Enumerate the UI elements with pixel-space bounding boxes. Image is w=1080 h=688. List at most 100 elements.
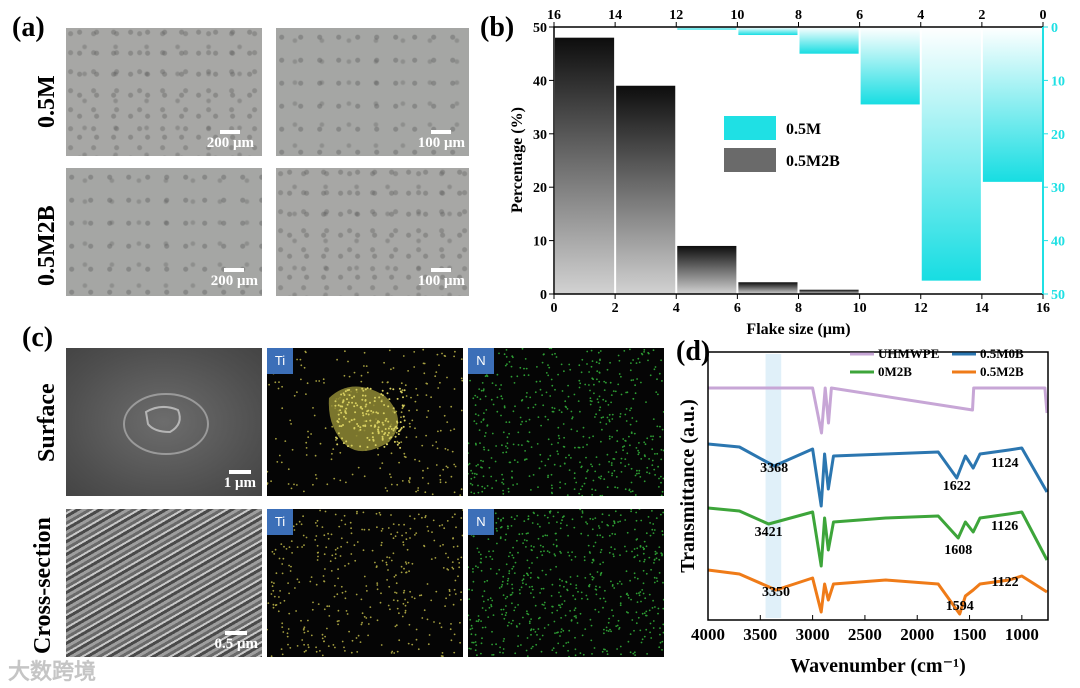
- sem-surface: 1 μm: [66, 348, 262, 496]
- bar-05m2b: [738, 282, 798, 294]
- legend-label-05m2b: 0.5M2B: [786, 153, 840, 170]
- top-tick-label: 12: [669, 8, 683, 23]
- x-tick-label: 1000: [1005, 625, 1039, 644]
- spectrum-uhmwpe: [708, 386, 1049, 435]
- bar-05m2b: [616, 85, 676, 295]
- panel-d-label: (d): [676, 336, 711, 367]
- scale-label: 0.5 μm: [214, 636, 259, 652]
- y-tick-label: 10: [533, 235, 547, 250]
- plot-frame: [707, 351, 1049, 621]
- legend-swatch-05m: [724, 116, 776, 140]
- micrograph-05m-100um: 100 μm: [276, 28, 469, 156]
- x-tick-label: 10: [853, 301, 867, 316]
- peak-label: 3421: [755, 525, 783, 540]
- bar-05m: [982, 27, 1042, 182]
- right-tick-label: 10: [1051, 74, 1065, 89]
- x-tick-label: 1500: [953, 625, 987, 644]
- peak-label: 1124: [991, 456, 1018, 471]
- eds-map-n-cross-section: N: [468, 509, 664, 657]
- x-tick-label: 4000: [691, 625, 725, 644]
- legend-label-05m: 0.5M: [786, 121, 821, 138]
- spectrum-0.5m0b: [707, 442, 1049, 508]
- legend-label: UHMWPE: [878, 346, 939, 361]
- row-label-cross-section: Cross-section: [30, 517, 56, 654]
- x-tick-label: 4: [673, 301, 680, 316]
- x-tick-label: 16: [1036, 301, 1050, 316]
- legend-swatch-05m2b: [724, 148, 776, 172]
- eds-map-ti-surface: Ti: [267, 348, 463, 496]
- x-tick-label: 6: [734, 301, 741, 316]
- ftir-spectra-chart: 3368 1622 1124 3421 1608 1126 3350 1594 1122 4000…: [677, 346, 1049, 677]
- top-tick-label: 10: [730, 8, 744, 23]
- bar-05m: [860, 27, 920, 105]
- legend-label: 0M2B: [878, 364, 912, 379]
- ti-particle-region: [328, 386, 399, 452]
- y-axis-title: Transmittance (a.u.): [677, 399, 699, 573]
- peak-label: 3368: [760, 461, 788, 476]
- x-tick-label: 0: [551, 301, 558, 316]
- peak-label: 1594: [946, 599, 974, 614]
- sem-cross-section: 0.5 μm: [66, 509, 262, 657]
- x-tick-label: 8: [795, 301, 802, 316]
- bar-05m: [799, 27, 859, 54]
- peak-label: 1622: [943, 479, 971, 494]
- eds-tag-n: N: [468, 348, 494, 374]
- y-tick-label: 0: [540, 288, 547, 303]
- legend-label: 0.5M0B: [980, 346, 1024, 361]
- scale-label: 200 μm: [210, 273, 258, 289]
- bar-05m2b: [677, 245, 737, 294]
- panel-b-label: (b): [480, 12, 515, 43]
- top-tick-label: 6: [856, 8, 863, 23]
- right-tick-label: 40: [1051, 235, 1065, 250]
- eds-map-ti-cross-section: Ti: [267, 509, 463, 657]
- highlight-band: [765, 354, 782, 618]
- scale-label: 1 μm: [223, 475, 256, 491]
- top-tick-label: 2: [978, 8, 985, 23]
- x-tick-label: 3000: [796, 625, 830, 644]
- bar-05m: [677, 27, 737, 30]
- bar-05m: [921, 27, 981, 281]
- peak-label: 3350: [762, 585, 790, 600]
- y-axis-title: Percentage (%): [509, 107, 526, 213]
- y-tick-label: 30: [533, 128, 547, 143]
- x-axis-title: Wavenumber (cm⁻¹): [790, 655, 966, 677]
- scale-label: 200 μm: [206, 135, 254, 151]
- peak-label: 1608: [944, 543, 972, 558]
- scale-label: 100 μm: [417, 135, 465, 151]
- x-tick-label: 2: [612, 301, 619, 316]
- micrograph-05m2b-100um: 100 μm: [276, 168, 469, 296]
- top-tick-label: 0: [1040, 8, 1047, 23]
- top-tick-label: 16: [547, 8, 561, 23]
- scale-label: 100 μm: [417, 273, 465, 289]
- bar-05m2b: [799, 289, 859, 294]
- eds-map-n-surface: N: [468, 348, 664, 496]
- watermark-text: 大数跨境: [8, 659, 97, 684]
- bar-05m: [738, 27, 798, 36]
- x-tick-label: 12: [914, 301, 928, 316]
- micrograph-05m-200um: 200 μm: [66, 28, 262, 156]
- eds-tag-n: N: [468, 509, 494, 535]
- micrograph-05m2b-200um: 200 μm: [66, 168, 262, 296]
- panel-c-label: (c): [22, 322, 54, 353]
- eds-tag-ti: Ti: [267, 348, 293, 374]
- x-tick-label: 2500: [848, 625, 882, 644]
- x-tick-label: 3500: [743, 625, 777, 644]
- y-tick-label: 40: [533, 74, 547, 89]
- row-label-surface: Surface: [34, 383, 60, 462]
- y-tick-label: 20: [533, 181, 547, 196]
- peak-label: 1126: [991, 519, 1018, 534]
- spectrum-0m2b: [707, 506, 1049, 568]
- right-tick-label: 50: [1051, 288, 1065, 303]
- eds-tag-ti: Ti: [267, 509, 293, 535]
- top-tick-label: 14: [608, 8, 622, 23]
- panel-a-label: (a): [12, 12, 45, 43]
- right-tick-label: 0: [1051, 21, 1058, 36]
- x-tick-label: 14: [975, 301, 989, 316]
- top-tick-label: 4: [917, 8, 924, 23]
- legend-label: 0.5M2B: [980, 364, 1024, 379]
- y-tick-label: 50: [533, 21, 547, 36]
- right-tick-label: 30: [1051, 181, 1065, 196]
- spectrum-0.5m2b: [707, 568, 1048, 616]
- x-axis-title: Flake size (μm): [746, 321, 850, 338]
